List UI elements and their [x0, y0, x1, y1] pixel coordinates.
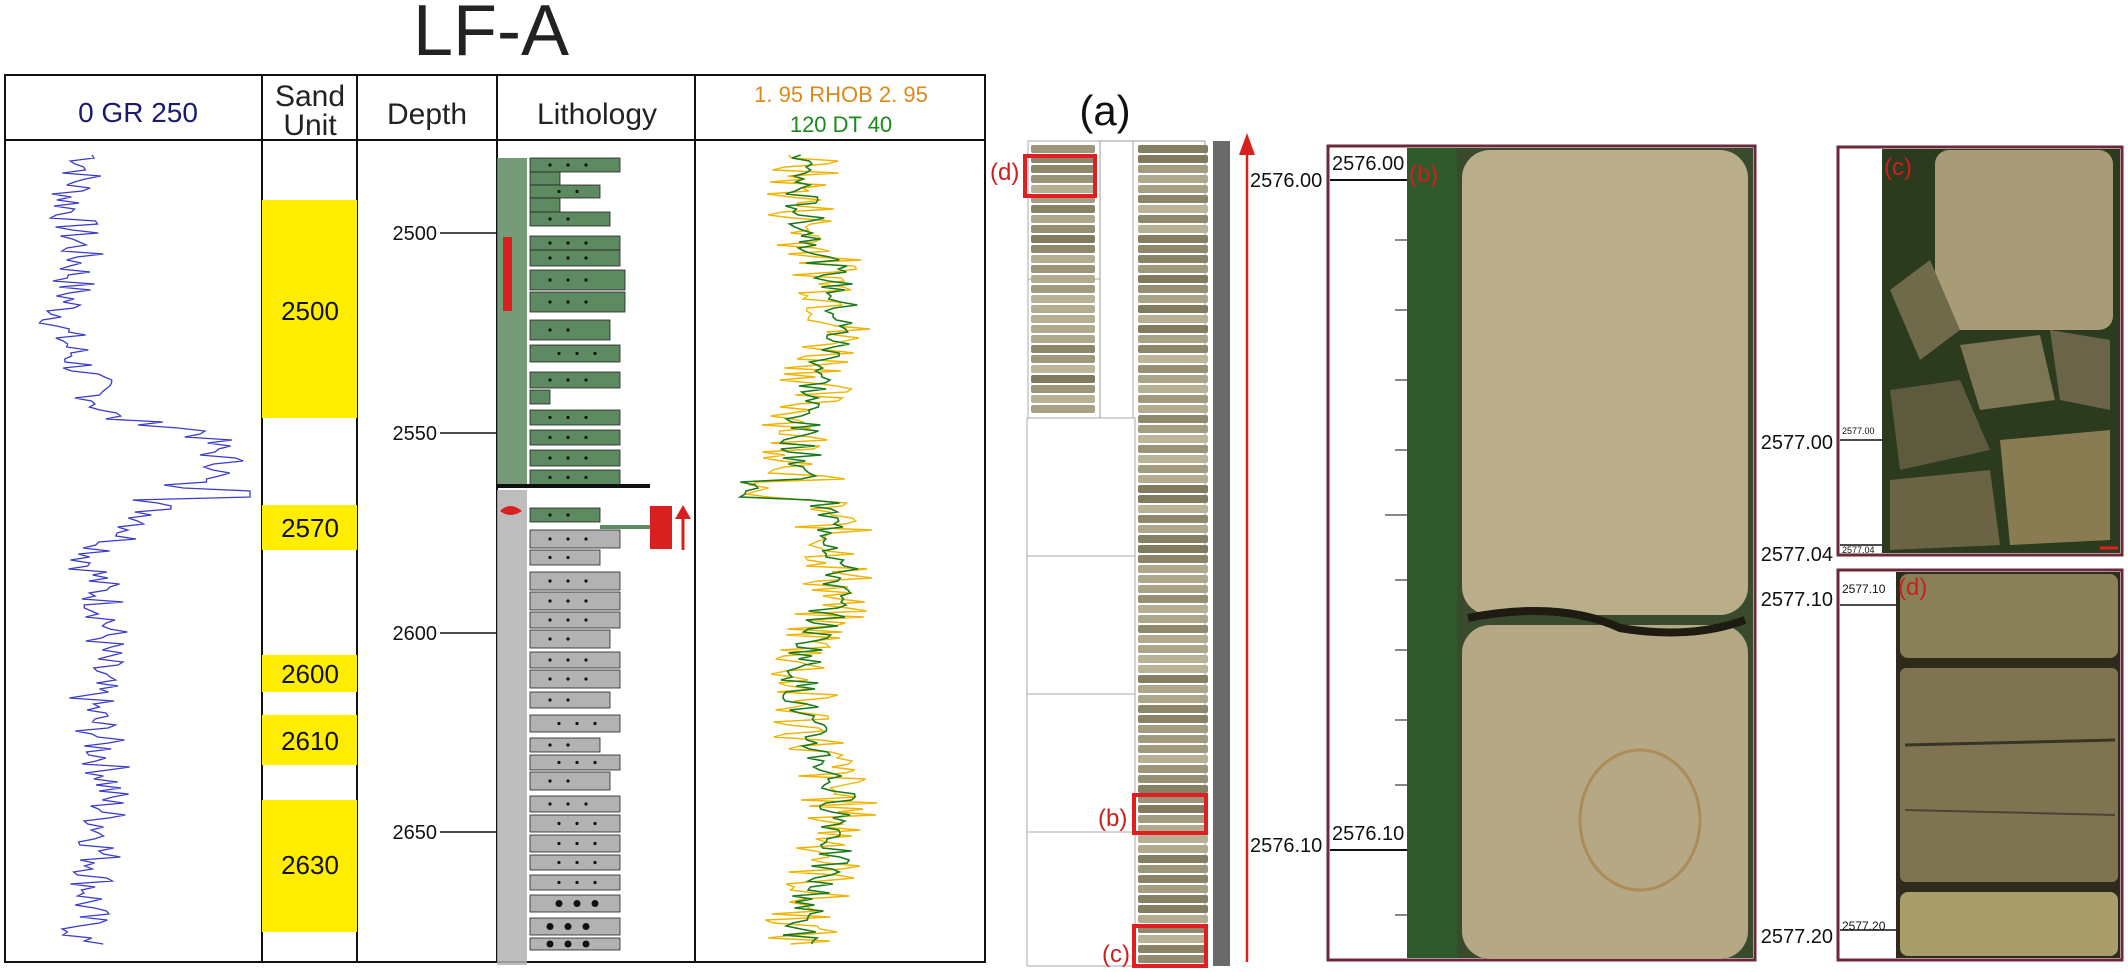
- core-box-c-highlight: [1132, 924, 1208, 968]
- panel-d-scale-top: 2577.10: [1842, 582, 1886, 596]
- dt-curve: [737, 154, 859, 945]
- core-box-d-highlight: [1023, 154, 1097, 198]
- gr-curve: [38, 154, 251, 945]
- panel-c-label: (c): [1884, 154, 1912, 181]
- sand-unit-2600-label: 2600: [281, 659, 339, 689]
- fining-upward-arrow-head: [675, 505, 691, 519]
- panel-b-label: (b): [1409, 161, 1438, 188]
- sand-unit-2630-bar: [262, 800, 357, 932]
- lithology-header: Lithology: [537, 98, 657, 131]
- lithology-markers: [497, 237, 691, 550]
- core-interval-marker: [650, 506, 672, 549]
- sand-unit-2600-bar: [262, 655, 357, 692]
- red-marker-bar: [503, 237, 512, 311]
- arrow-top-depth: 2576.00: [1250, 170, 1322, 192]
- core-box-divider: [1213, 141, 1230, 966]
- sand-unit-2570-bar: [262, 505, 357, 550]
- panel-a-label: (a): [1079, 87, 1130, 134]
- log-title: LF-A: [413, 0, 569, 71]
- core-box-c-label: (c): [1102, 941, 1130, 968]
- core-box-b-label: (b): [1098, 805, 1127, 832]
- sand-unit-2570-label: 2570: [281, 513, 339, 543]
- panel-b-photo: [1326, 144, 1757, 962]
- red-lens-marker: [500, 506, 522, 515]
- core-box-photo: [1026, 140, 1230, 967]
- sand-unit-header-line1: Sand: [275, 80, 345, 113]
- sand-unit-header-line2: Unit: [283, 109, 337, 142]
- depth-tick-2650: 2650: [393, 822, 438, 844]
- depth-scale: [440, 232, 497, 833]
- dt-header: 120 DT 40: [790, 112, 892, 137]
- panel-c-photo: [1836, 145, 2124, 557]
- rhob-header: 1. 95 RHOB 2. 95: [754, 82, 928, 107]
- arrow-bottom-depth: 2576.10: [1250, 835, 1322, 857]
- panel-c-outside-top: 2577.00: [1761, 432, 1833, 454]
- sand-unit-2500-bar: [262, 200, 357, 418]
- core-slabs: [1031, 145, 1208, 963]
- sand-unit-2630-label: 2630: [281, 850, 339, 880]
- panel-d-outside-bottom: 2577.20: [1761, 926, 1833, 948]
- panel-d-label: (d): [1898, 574, 1927, 601]
- panel-c-scale-bottom: 2577.04: [1842, 545, 1875, 555]
- depth-tick-2600: 2600: [393, 623, 438, 645]
- panel-b-scale-bottom: 2576.10: [1332, 823, 1404, 845]
- panel-d-outside-top: 2577.10: [1761, 589, 1833, 611]
- rhob-curve: [745, 154, 877, 945]
- panel-c-scale-top: 2577.00: [1842, 426, 1875, 436]
- panel-d-photo: [1836, 568, 2124, 962]
- core-box-d-label: (d): [990, 159, 1019, 186]
- sand-units: 2500 2570 2600 2610 2630: [262, 200, 357, 932]
- sand-unit-2500-label: 2500: [281, 296, 339, 326]
- sand-unit-2610-label: 2610: [281, 726, 339, 756]
- panel-b-scale-top: 2576.00: [1332, 153, 1404, 175]
- depth-arrow-head: [1239, 133, 1255, 155]
- lithology-column: [497, 157, 626, 965]
- sand-unit-2610-bar: [262, 715, 357, 765]
- panel-c-outside-bottom: 2577.04: [1761, 544, 1833, 566]
- core-box-b-highlight: [1132, 793, 1208, 835]
- panel-d-scale-bottom: 2577.20: [1842, 919, 1886, 933]
- depth-tick-2550: 2550: [393, 423, 438, 445]
- depth-header: Depth: [387, 98, 467, 131]
- gr-header: 0 GR 250: [78, 97, 198, 128]
- depth-tick-2500: 2500: [393, 223, 438, 245]
